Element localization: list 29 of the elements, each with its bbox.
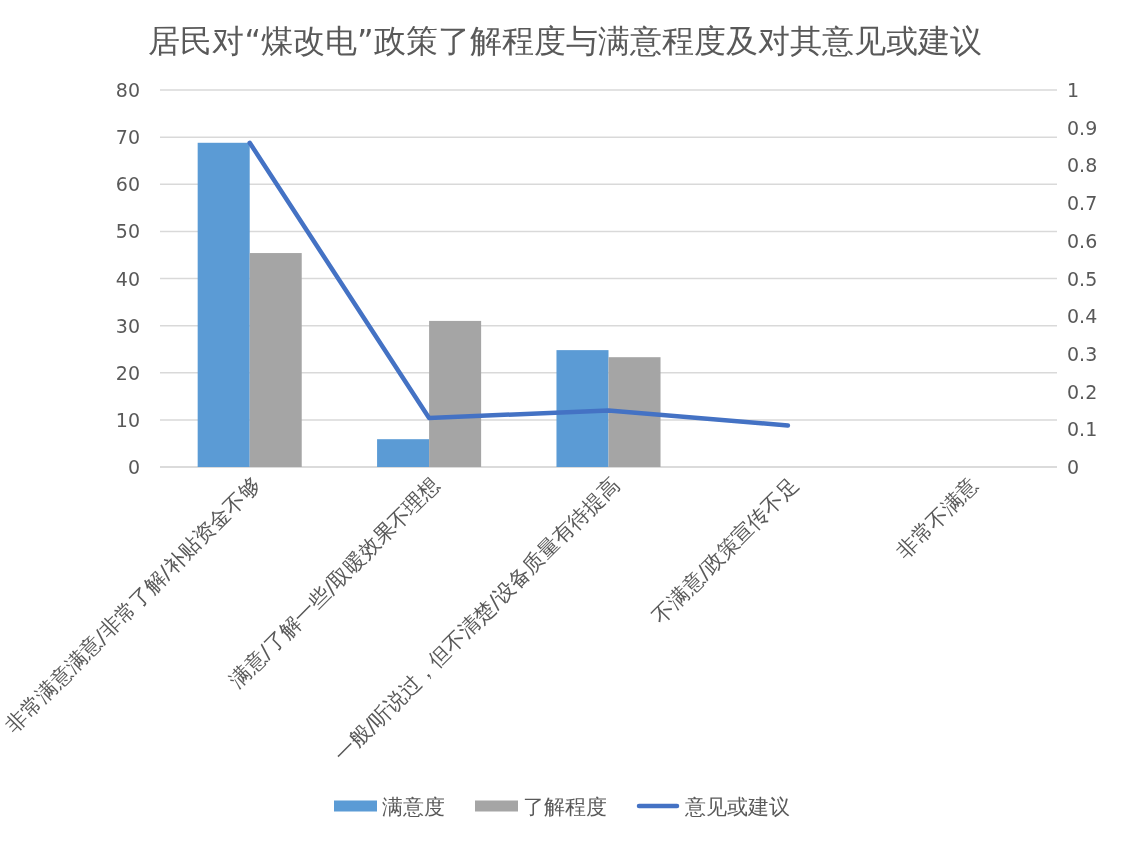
legend-label: 意见或建议 [684, 794, 790, 819]
ytick: 40 [115, 267, 140, 290]
ytick: 60 [115, 173, 140, 196]
xtick: 非常不满意 [891, 472, 983, 564]
ytick: 30 [115, 314, 140, 337]
y2tick: 0 [1067, 456, 1080, 478]
ytick: 80 [115, 79, 140, 101]
legend-label: 了解程度 [523, 794, 607, 819]
y2tick: 0.7 [1067, 192, 1098, 215]
ytick: 10 [115, 408, 140, 431]
y2tick: 0.8 [1067, 154, 1098, 177]
y2tick: 0.9 [1067, 116, 1098, 139]
y2tick: 0.3 [1067, 342, 1098, 365]
y2tick: 0.1 [1067, 418, 1098, 441]
ytick: 70 [115, 126, 140, 149]
legend-item: 意见或建议 [636, 794, 790, 819]
y2tick: 0.4 [1067, 305, 1098, 328]
ytick: 20 [115, 361, 140, 384]
legend-item: 了解程度 [475, 794, 607, 819]
y2tick: 0.2 [1067, 380, 1098, 403]
ytick: 0 [127, 456, 140, 478]
xtick: 不满意/政策宣传不足 [647, 472, 804, 629]
y2tick: 1 [1067, 79, 1080, 101]
y2tick: 0.6 [1067, 229, 1098, 252]
title: 居民对“煤改电”政策了解程度与满意程度及对其意见或建议 [148, 22, 982, 60]
y2tick: 0.5 [1067, 267, 1098, 290]
legend-label: 满意度 [382, 794, 445, 819]
legend-item: 满意度 [334, 794, 445, 819]
ytick: 50 [115, 220, 140, 243]
